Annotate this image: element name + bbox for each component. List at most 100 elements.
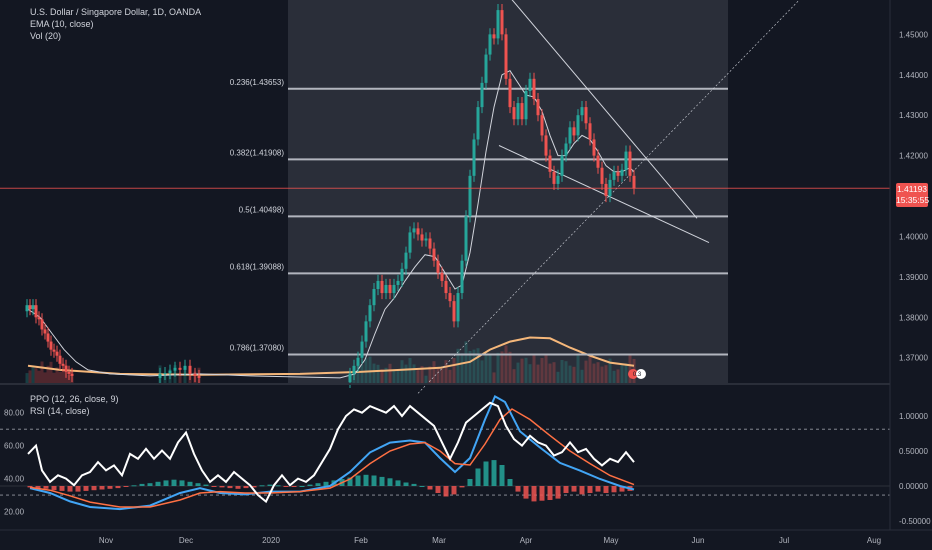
candle-body — [440, 272, 444, 281]
price-tick-label: 1.38000 — [899, 313, 928, 322]
volume-bar — [416, 370, 420, 383]
ppo-histogram-bar — [163, 480, 169, 486]
trendlines[interactable] — [417, 0, 811, 394]
annotation[interactable]: 0.3 — [628, 369, 646, 379]
volume-bar — [408, 358, 412, 383]
ppo-histogram-bar — [283, 486, 289, 487]
candle-body — [528, 78, 532, 91]
candle-body — [536, 99, 540, 116]
ppo-histogram-bar — [363, 474, 369, 486]
ppo-histogram-bar — [419, 486, 425, 487]
volume-bar — [560, 360, 564, 383]
volume-bar — [46, 365, 50, 383]
ppo-histogram-bar — [195, 483, 201, 486]
volume-bar — [604, 365, 608, 383]
candle-body — [197, 375, 201, 378]
volume-bar — [444, 360, 448, 383]
volume-bar — [388, 363, 392, 383]
annotation-marker[interactable] — [628, 369, 638, 379]
volume-bar — [424, 375, 428, 383]
ppo-histogram-bar — [619, 486, 625, 492]
ppo-histogram-bar — [395, 480, 401, 486]
volume-bar — [608, 358, 612, 383]
ppo-tick-label: 0.00000 — [899, 482, 928, 491]
volume-bar — [584, 360, 588, 383]
candle-body — [49, 341, 53, 350]
fib-label: 0.382(1.41908) — [230, 148, 285, 157]
volume-bar — [596, 362, 600, 383]
candle-body — [496, 10, 500, 39]
bar-countdown: 15:35:55 — [896, 195, 930, 205]
price-tick-label: 1.37000 — [899, 354, 928, 363]
ema-legend[interactable]: EMA (10, close) — [30, 19, 94, 29]
candle-body — [484, 54, 488, 83]
candle-body — [388, 284, 392, 294]
ppo-histogram-bar — [539, 486, 545, 501]
volume-bar — [480, 360, 484, 383]
annotation-marker[interactable] — [636, 369, 646, 379]
ppo-histogram-bar — [259, 485, 265, 487]
candle-body — [173, 367, 177, 371]
volume-bar — [428, 366, 432, 383]
volume-bar — [592, 363, 596, 383]
volume-bar — [488, 355, 492, 383]
ppo-histogram-bar — [243, 486, 249, 489]
candle-body — [43, 329, 47, 334]
candle-body — [568, 127, 572, 144]
candle-body — [408, 232, 412, 253]
fib-levels: 0.236(1.43653) 0.382(1.41908) 0.5(1.40498)… — [230, 78, 728, 356]
candle-body — [384, 284, 388, 294]
volume-bar — [548, 363, 552, 383]
last-price-value: 1.41193 — [896, 184, 928, 194]
candle-body — [516, 103, 520, 120]
candle-body — [46, 333, 50, 342]
volume-bar — [568, 365, 572, 383]
rsi-legend[interactable]: RSI (14, close) — [30, 406, 90, 416]
volume-bar — [37, 370, 41, 383]
time-tick-label: Mar — [432, 536, 446, 545]
ppo-histogram-bar — [179, 480, 185, 486]
candle-body — [416, 228, 420, 235]
time-tick-label: Dec — [179, 536, 193, 545]
volume-bar — [448, 369, 452, 383]
candle-body — [576, 115, 580, 136]
ppo-histogram-bar — [443, 486, 449, 497]
indicator-legend: PPO (12, 26, close, 9) RSI (14, close) — [30, 393, 119, 417]
ppo-histogram-bar — [547, 486, 553, 500]
ppo-legend[interactable]: PPO (12, 26, close, 9) — [30, 394, 119, 404]
ppo-histogram-bar — [211, 486, 217, 487]
volume-bar — [516, 362, 520, 383]
candle-body — [620, 169, 624, 176]
volume-bar — [61, 371, 65, 383]
ppo-histogram-bar — [139, 483, 145, 486]
candle-body — [376, 280, 380, 290]
volume-bar — [360, 364, 364, 383]
candle-body — [596, 155, 600, 168]
ppo-histogram-bar — [571, 486, 577, 492]
ppo-histogram-bar — [523, 486, 529, 499]
time-axis[interactable]: Nov Dec 2020 Feb Mar Apr May Jun Jul Aug — [99, 536, 881, 545]
candle-body — [480, 82, 484, 108]
volume-bar — [376, 364, 380, 383]
ppo-histogram-bar — [75, 486, 81, 492]
price-tick-label: 1.40000 — [899, 232, 928, 241]
rsi-tick-label: 80.00 — [4, 409, 25, 418]
trendline[interactable] — [498, 145, 710, 243]
candle-body — [372, 289, 376, 306]
ppo-histogram-bar — [275, 485, 281, 487]
candle-body — [500, 10, 504, 35]
ppo-histogram-bar — [323, 481, 329, 486]
candle-body — [64, 365, 68, 372]
symbol-title[interactable]: U.S. Dollar / Singapore Dollar, 1D, OAND… — [30, 7, 202, 17]
ppo-histogram-bar — [483, 461, 489, 486]
vol-legend[interactable]: Vol (20) — [30, 31, 62, 41]
volume-bar — [512, 369, 516, 383]
trendline[interactable] — [502, 0, 698, 219]
candle-body — [55, 351, 59, 356]
ppo-histogram-bar — [291, 486, 297, 487]
volume-bar — [504, 345, 508, 383]
volume-bar — [58, 371, 62, 383]
volume-bar — [404, 364, 408, 383]
candle-body — [520, 103, 524, 120]
